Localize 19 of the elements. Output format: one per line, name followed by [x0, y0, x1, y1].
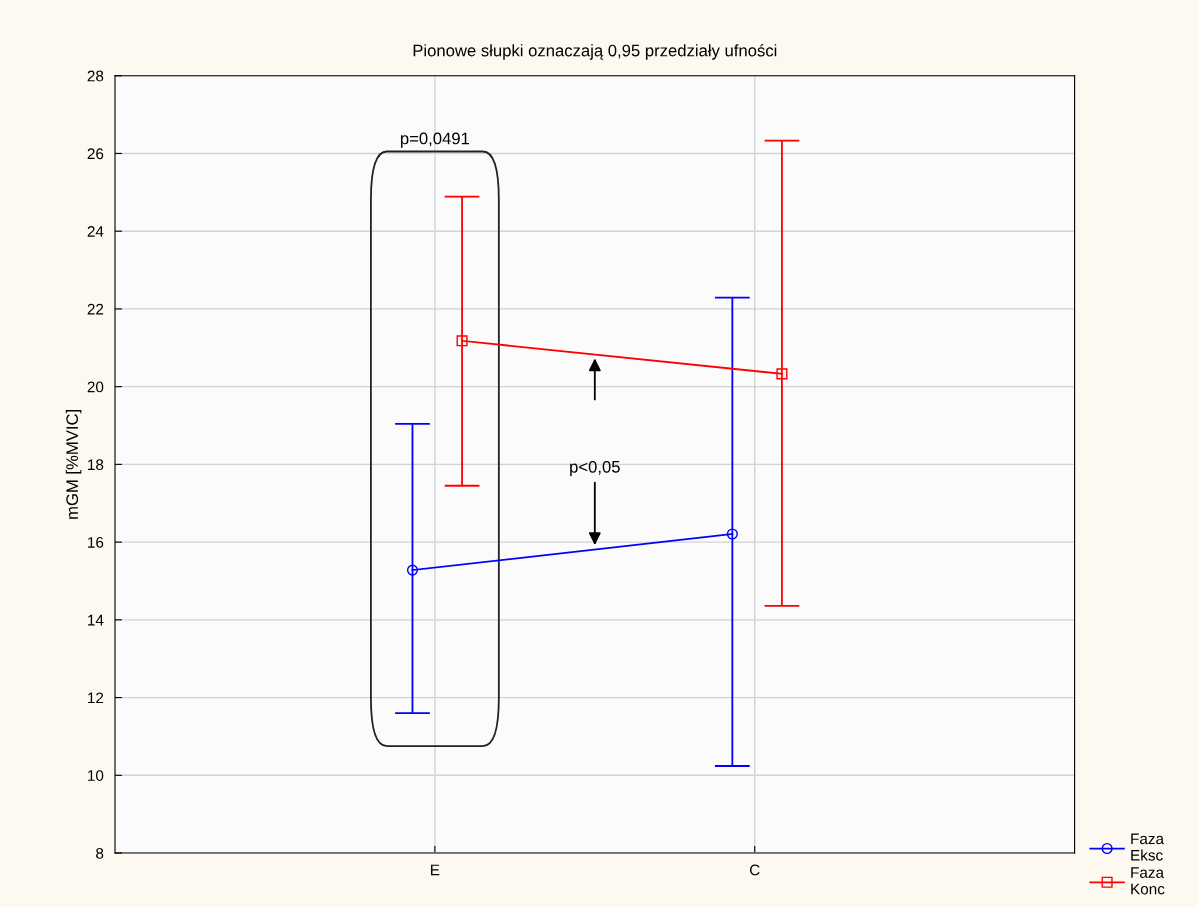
y-tick-label: 14 [88, 614, 104, 626]
y-tick-label: 26 [87, 148, 104, 160]
y-tick-label: 16 [88, 536, 104, 548]
chart-title: Pionowe słupki oznaczają 0,95 przedziały ufności [413, 44, 777, 60]
y-tick-label: 28 [87, 70, 104, 82]
y-tick-label: 10 [88, 770, 104, 781]
legend-label: Faza Eksc [1131, 833, 1164, 861]
y-tick-label: 24 [87, 226, 104, 237]
y-tick-label: 22 [87, 303, 104, 315]
legend-label: Faza Konc [1131, 867, 1165, 895]
annotation: p=0,0491 [400, 132, 470, 148]
x-tick-label: E [431, 864, 440, 876]
x-tick-label: C [750, 864, 760, 876]
y-tick-label: 18 [88, 459, 104, 471]
y-tick-label: 8 [96, 847, 104, 859]
y-axis-title: mGM [%MVIC] [65, 410, 82, 519]
y-tick-label: 12 [88, 692, 104, 704]
annotation: p<0,05 [570, 460, 620, 477]
y-tick-label: 20 [87, 381, 104, 393]
